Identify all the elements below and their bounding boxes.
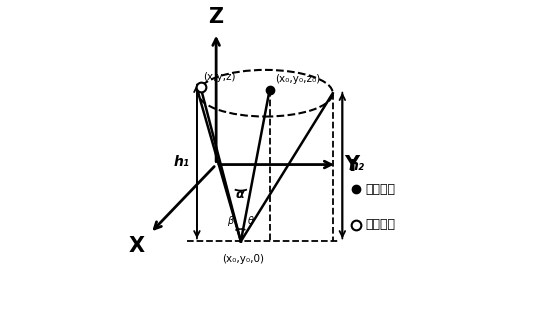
- Text: h₂: h₂: [348, 158, 364, 173]
- Text: (x,y,z): (x,y,z): [204, 72, 236, 82]
- Text: (x₀,y₀,0): (x₀,y₀,0): [222, 254, 264, 264]
- Text: h₁: h₁: [174, 154, 190, 169]
- Text: X: X: [129, 236, 145, 256]
- Text: α: α: [235, 188, 244, 201]
- Text: β: β: [227, 216, 233, 226]
- Text: Z: Z: [208, 7, 224, 27]
- Text: (x₀,y₀,z₀): (x₀,y₀,z₀): [275, 74, 320, 84]
- Text: θ: θ: [248, 216, 254, 226]
- Text: 静态位置: 静态位置: [366, 183, 395, 196]
- Text: 当前位置: 当前位置: [366, 219, 395, 231]
- Text: Y: Y: [344, 155, 359, 175]
